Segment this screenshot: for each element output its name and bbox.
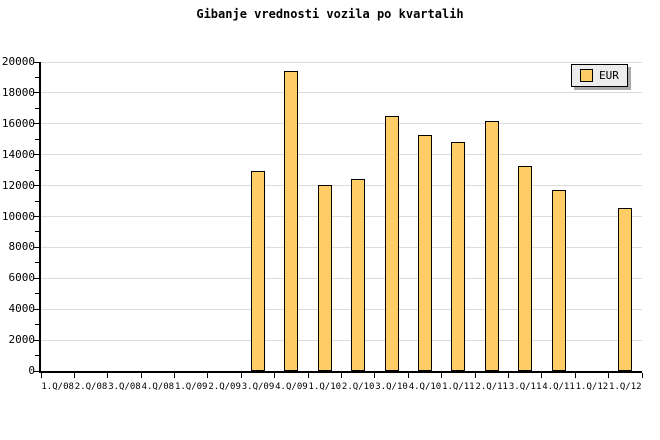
gridline — [41, 185, 642, 187]
x-tick-label: 3.Q/08 — [108, 382, 141, 392]
y-major-tick — [33, 246, 39, 248]
x-tick — [641, 373, 643, 378]
y-minor-tick — [35, 231, 39, 233]
legend: EUR — [571, 64, 628, 87]
y-minor-tick — [35, 107, 39, 109]
y-tick-label: 16000 — [1, 116, 35, 130]
x-tick — [474, 373, 476, 378]
gridline — [41, 92, 642, 94]
x-tick — [40, 373, 42, 378]
y-major-tick — [33, 123, 39, 125]
y-tick-label: 2000 — [8, 333, 36, 347]
bar — [317, 184, 332, 371]
y-major-tick — [33, 339, 39, 341]
x-tick-label: 3.Q/11 — [508, 382, 542, 392]
x-tick-label: 3.Q/09 — [241, 382, 275, 392]
x-tick — [207, 373, 209, 378]
bar — [351, 179, 366, 371]
y-major-tick — [33, 61, 39, 63]
y-minor-tick — [35, 169, 39, 171]
bar — [551, 190, 566, 371]
x-tick-label: 4.Q/11 — [542, 382, 575, 392]
gridline — [41, 61, 642, 63]
x-tick-label: 4.Q/08 — [141, 382, 175, 392]
legend-entry-label: EUR — [599, 69, 619, 82]
gridline — [41, 339, 642, 341]
y-major-tick — [33, 154, 39, 156]
bar — [284, 71, 299, 371]
y-major-tick — [33, 185, 39, 187]
x-tick-label: 1.Q/12 — [575, 382, 609, 392]
x-tick — [341, 373, 342, 378]
y-tick-label: 6000 — [8, 271, 36, 285]
y-minor-tick — [35, 76, 39, 78]
bar — [417, 134, 432, 371]
y-major-tick — [33, 216, 39, 217]
x-tick — [407, 373, 409, 378]
x-tick — [507, 373, 509, 378]
y-tick-label: 0 — [28, 364, 35, 377]
gridline — [41, 277, 642, 279]
x-tick — [574, 373, 576, 378]
x-tick-label: 4.Q/09 — [275, 382, 308, 392]
gridline — [41, 246, 642, 248]
bar — [451, 141, 466, 371]
gridline — [41, 216, 642, 217]
x-tick-label: 2.Q/10 — [341, 382, 375, 392]
x-tick — [240, 373, 242, 378]
x-tick-label: 2.Q/11 — [475, 382, 508, 392]
gridline — [41, 123, 642, 125]
x-tick-label: 1.Q/09 — [174, 382, 208, 392]
y-minor-tick — [35, 262, 39, 264]
bar — [384, 116, 399, 371]
x-tick — [140, 373, 142, 378]
x-tick — [174, 373, 176, 378]
y-tick-label: 10000 — [1, 209, 35, 223]
x-tick — [307, 373, 309, 378]
x-tick — [374, 373, 376, 378]
bar — [518, 165, 533, 371]
x-tick-label: 1.Q/11 — [442, 382, 475, 392]
y-tick-label: 20000 — [1, 55, 35, 68]
plot-area: 0 2000 4000 6000 8000 10000 12000 14000 16000 180… — [2, 56, 643, 392]
y-major-tick — [33, 370, 39, 372]
x-tick-label: 1.Q/12 — [609, 382, 642, 392]
x-tick-label: 3.Q/10 — [375, 382, 408, 392]
x-tick — [541, 373, 543, 378]
x-tick-label: 1.Q/10 — [308, 382, 342, 392]
x-tick-label: 1.Q/08 — [41, 382, 74, 392]
y-tick-label: 12000 — [1, 178, 35, 192]
chart-title: Gibanje vrednosti vozila po kvartalih — [196, 7, 464, 21]
y-tick-label: 4000 — [8, 302, 36, 316]
x-tick — [107, 373, 109, 378]
y-minor-tick — [35, 200, 39, 202]
y-minor-tick — [35, 324, 39, 326]
y-major-tick — [33, 92, 39, 94]
x-tick-label: 4.Q/10 — [408, 382, 442, 392]
x-tick-label: 2.Q/08 — [74, 382, 108, 392]
y-tick-label: 18000 — [1, 85, 35, 99]
y-tick-label: 14000 — [1, 147, 35, 161]
bar — [618, 208, 633, 371]
gridline — [41, 308, 642, 310]
x-tick-label: 2.Q/09 — [208, 382, 241, 392]
y-major-tick — [33, 308, 39, 310]
y-tick-label: 8000 — [8, 240, 36, 254]
x-tick — [441, 373, 443, 378]
legend-swatch-icon — [580, 69, 593, 82]
x-tick — [274, 373, 276, 378]
y-major-tick — [33, 277, 39, 279]
x-tick — [608, 373, 610, 378]
bar — [484, 120, 499, 371]
y-minor-tick — [35, 355, 39, 357]
x-tick — [73, 373, 75, 378]
bar — [251, 170, 266, 371]
y-minor-tick — [35, 138, 39, 140]
y-minor-tick — [35, 293, 39, 295]
gridline — [41, 154, 642, 156]
